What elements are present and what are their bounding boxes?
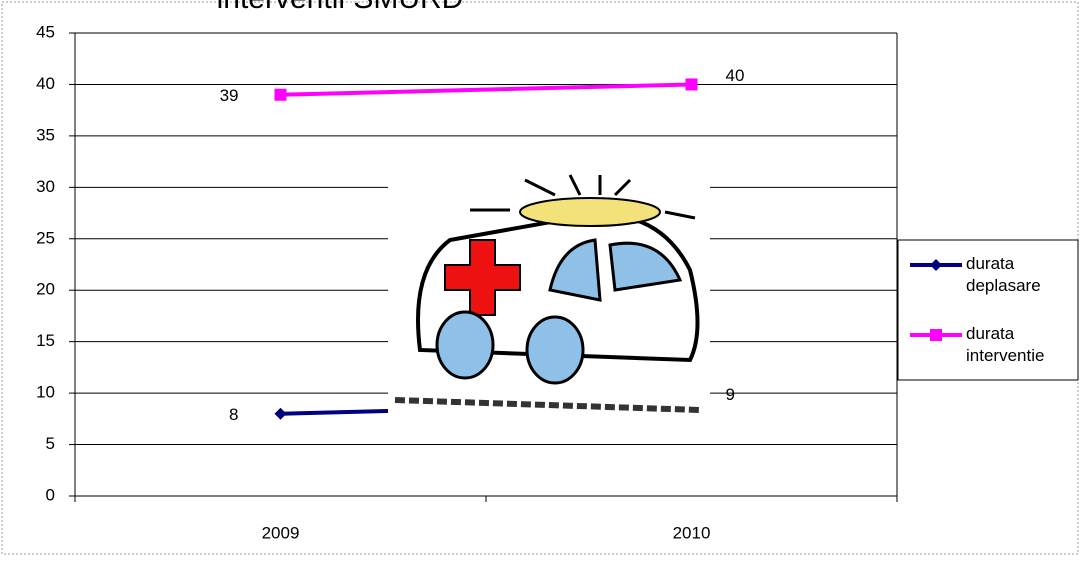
marker xyxy=(930,259,942,271)
data-label: 39 xyxy=(220,86,239,105)
y-tick-label: 40 xyxy=(36,74,55,93)
labels: 8 9 39 40 xyxy=(220,66,745,424)
marker xyxy=(930,329,942,341)
legend-label: durata interventie xyxy=(966,324,1044,365)
y-tick-label: 10 xyxy=(36,383,55,402)
x-tick-label: 2010 xyxy=(673,523,711,542)
data-label: 40 xyxy=(726,66,745,85)
y-tick-label: 5 xyxy=(46,434,55,453)
y-tick-label: 25 xyxy=(36,228,55,247)
y-tick-label: 20 xyxy=(36,280,55,299)
marker xyxy=(274,88,287,101)
data-label: 9 xyxy=(726,385,735,404)
data-label: 8 xyxy=(229,405,238,424)
ambulance-image xyxy=(388,170,710,415)
marker xyxy=(685,78,698,91)
y-tick-label: 0 xyxy=(46,485,55,504)
y-tick-label: 30 xyxy=(36,177,55,196)
y-tick-label: 15 xyxy=(36,331,55,350)
chart-title: interventii SMURD xyxy=(217,0,464,15)
series-line xyxy=(280,82,692,97)
x-tick-label: 2009 xyxy=(262,523,300,542)
y-tick-label: 45 xyxy=(36,22,55,41)
legend-label: durata deplasare xyxy=(966,254,1041,295)
y-tick-label: 35 xyxy=(36,125,55,144)
marker xyxy=(274,407,287,420)
